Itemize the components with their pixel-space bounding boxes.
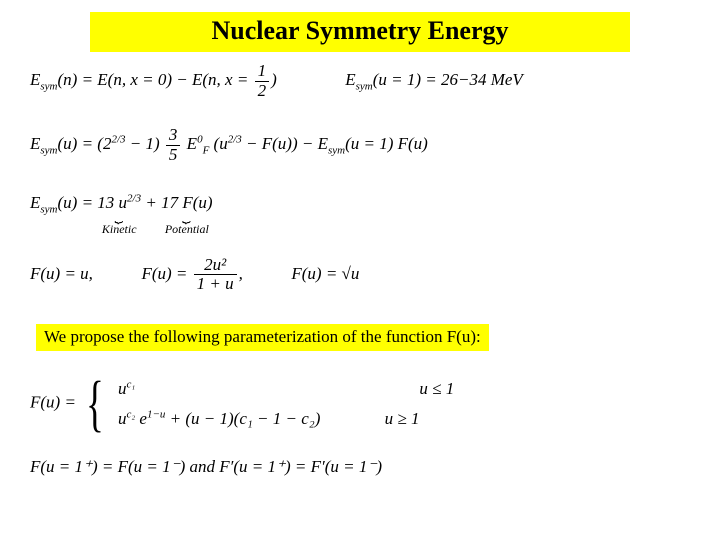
txt: (u = 1) = 26−34 MeV [373, 70, 523, 89]
txt: (n) = E(n, x = 0) − E(n, x = [58, 70, 253, 89]
callout-box: We propose the following parameterizatio… [36, 324, 489, 351]
slide: Nuclear Symmetry Energy Esym(n) = E(n, x… [0, 0, 720, 540]
sub: sym [356, 80, 373, 92]
num: 1 [255, 62, 270, 82]
den: 1 + u [194, 275, 237, 294]
frac: 35 [166, 126, 181, 164]
sup: c₁ [126, 378, 135, 390]
sup: 2/3 [111, 134, 125, 146]
equations-area: Esym(n) = E(n, x = 0) − E(n, x = 12) Esy… [0, 62, 720, 479]
cases: uc₁ u ≤ 1 uc₂ e1−u + (u − 1)(c₁ − 1 − c₂… [118, 371, 479, 437]
sup: 2/3 [228, 134, 242, 146]
sub: sym [40, 145, 57, 157]
equation-row-4: F(u) = u, F(u) = 2u²1 + u, F(u) = √u [30, 256, 700, 294]
case-2: uc₂ e1−u + (u − 1)(c₁ − 1 − c₂) u ≥ 1 [118, 407, 479, 431]
txt: (u) = [58, 193, 98, 212]
txt: − 1) [126, 134, 164, 153]
potential-term: 17 F(u) ⏟ Potential [161, 191, 212, 238]
txt: E [30, 70, 40, 89]
case-1: uc₁ u ≤ 1 [118, 377, 479, 401]
txt: F(u) = √u [291, 264, 359, 283]
txt: F(u) = [141, 264, 191, 283]
txt: + [145, 193, 161, 212]
txt: − F(u)) − E [242, 134, 328, 153]
underbrace-icon: ⏟ [161, 213, 212, 221]
potential-label: Potential [161, 221, 212, 238]
equation-piecewise: F(u) = { uc₁ u ≤ 1 uc₂ e1−u + (u − 1)(c₁… [30, 371, 700, 437]
sup: 2/3 [127, 192, 141, 204]
txt: F(u) = u, [30, 264, 93, 283]
cond: u ≤ 1 [419, 377, 479, 401]
equation-continuity: F(u = 1⁺) = F(u = 1⁻) and F′(u = 1⁺) = F… [30, 455, 700, 479]
piecewise-block: { uc₁ u ≤ 1 uc₂ e1−u + (u − 1)(c₁ − 1 − … [80, 371, 479, 437]
frac: 2u²1 + u [194, 256, 237, 294]
equation-row-1: Esym(n) = E(n, x = 0) − E(n, x = 12) Esy… [30, 62, 700, 100]
frac: 12 [255, 62, 270, 100]
txt: e [135, 409, 147, 428]
eq1-left: Esym(n) = E(n, x = 0) − E(n, x = 12) [30, 70, 281, 89]
txt: (u = 1) F(u) [345, 134, 428, 153]
sub: sym [328, 145, 345, 157]
equation-row-2: Esym(u) = (22/3 − 1) 35 E0F (u2/3 − F(u)… [30, 126, 700, 164]
txt: E [182, 134, 197, 153]
kinetic-term: 13 u2/3 ⏟ Kinetic [97, 191, 141, 238]
sub: sym [40, 80, 57, 92]
num: 3 [166, 126, 181, 146]
slide-title: Nuclear Symmetry Energy [211, 16, 508, 45]
kinetic-label: Kinetic [97, 221, 141, 238]
txt: + (u − 1)(c₁ − 1 − c₂) [165, 409, 320, 428]
equation-row-3: Esym(u) = 13 u2/3 ⏟ Kinetic + 17 F(u) ⏟ … [30, 191, 700, 238]
sup: c₂ [126, 408, 135, 420]
callout-text: We propose the following parameterizatio… [44, 327, 481, 346]
title-box: Nuclear Symmetry Energy [90, 12, 630, 52]
txt: (u) = (2 [58, 134, 112, 153]
txt: E [30, 193, 40, 212]
txt: , [239, 264, 243, 283]
txt: F(u = 1⁺) = F(u = 1⁻) and F′(u = 1⁺) = F… [30, 457, 382, 476]
sup: 1−u [147, 408, 165, 420]
txt: E [345, 70, 355, 89]
den: 5 [166, 146, 181, 165]
eq1-right: Esym(u = 1) = 26−34 MeV [345, 70, 523, 89]
cond: u ≥ 1 [385, 407, 445, 431]
txt: E [30, 134, 40, 153]
underbrace-icon: ⏟ [97, 213, 141, 221]
den: 2 [255, 82, 270, 101]
txt: F(u) = [30, 393, 80, 412]
txt: (u [209, 134, 227, 153]
num: 2u² [194, 256, 237, 276]
sub: sym [40, 203, 57, 215]
txt: ) [271, 70, 277, 89]
left-brace-icon: { [86, 373, 104, 435]
